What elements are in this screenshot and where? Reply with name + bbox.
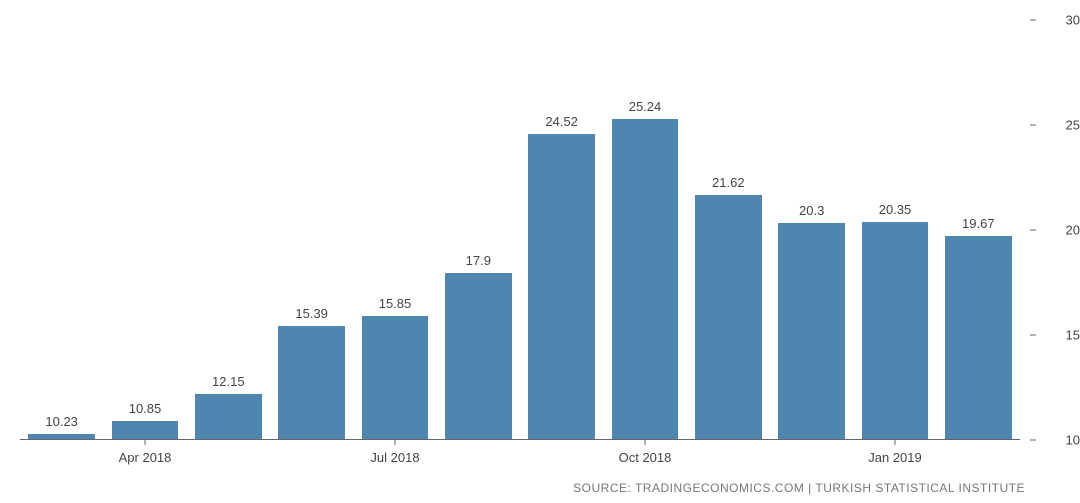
x-tick-mark — [895, 439, 896, 445]
x-tick-label: Jan 2019 — [868, 450, 922, 465]
bar-value-label: 12.15 — [212, 374, 245, 389]
y-tick-mark — [1030, 20, 1036, 21]
y-tick-mark — [1030, 230, 1036, 231]
bar: 25.24 — [612, 119, 679, 439]
bar: 19.67 — [945, 236, 1012, 439]
plot-area: 10.2310.8512.1515.3915.8517.924.5225.242… — [20, 20, 1020, 440]
bar: 12.15 — [195, 394, 262, 439]
y-tick-label: 10 — [1066, 433, 1080, 448]
bar-value-label: 20.35 — [879, 202, 912, 217]
x-axis: Apr 2018 Jul 2018 Oct 2018 Jan 2019 — [20, 440, 1020, 470]
bar-value-label: 21.62 — [712, 175, 745, 190]
bar: 15.85 — [362, 316, 429, 439]
y-tick-mark — [1030, 440, 1036, 441]
y-tick-label: 30 — [1066, 13, 1080, 28]
bar-value-label: 15.39 — [295, 306, 328, 321]
y-tick-label: 15 — [1066, 328, 1080, 343]
x-tick-mark — [145, 439, 146, 445]
inflation-chart: 10.2310.8512.1515.3915.8517.924.5225.242… — [0, 0, 1080, 503]
bar: 21.62 — [695, 195, 762, 439]
y-tick-mark — [1030, 335, 1036, 336]
x-tick-label: Apr 2018 — [119, 450, 172, 465]
x-tick-label: Oct 2018 — [619, 450, 672, 465]
y-tick-label: 25 — [1066, 118, 1080, 133]
bar-value-label: 17.9 — [466, 253, 491, 268]
y-axis: 1015202530 — [1035, 20, 1080, 440]
source-attribution: SOURCE: TRADINGECONOMICS.COM | TURKISH S… — [573, 481, 1025, 495]
bar: 17.9 — [445, 273, 512, 439]
bar: 10.23 — [28, 434, 95, 439]
x-tick-mark — [645, 439, 646, 445]
bar-value-label: 25.24 — [629, 99, 662, 114]
bar: 15.39 — [278, 326, 345, 439]
bar-value-label: 24.52 — [545, 114, 578, 129]
bar-value-label: 15.85 — [379, 296, 412, 311]
bar: 24.52 — [528, 134, 595, 439]
bar-value-label: 10.85 — [129, 401, 162, 416]
bars-group: 10.2310.8512.1515.3915.8517.924.5225.242… — [20, 20, 1020, 439]
y-tick-mark — [1030, 125, 1036, 126]
bar-value-label: 19.67 — [962, 216, 995, 231]
x-tick-mark — [395, 439, 396, 445]
bar-value-label: 20.3 — [799, 203, 824, 218]
bar: 10.85 — [112, 421, 179, 439]
bar: 20.35 — [862, 222, 929, 439]
bar: 20.3 — [778, 223, 845, 439]
x-tick-label: Jul 2018 — [370, 450, 419, 465]
y-tick-label: 20 — [1066, 223, 1080, 238]
bar-value-label: 10.23 — [45, 414, 78, 429]
